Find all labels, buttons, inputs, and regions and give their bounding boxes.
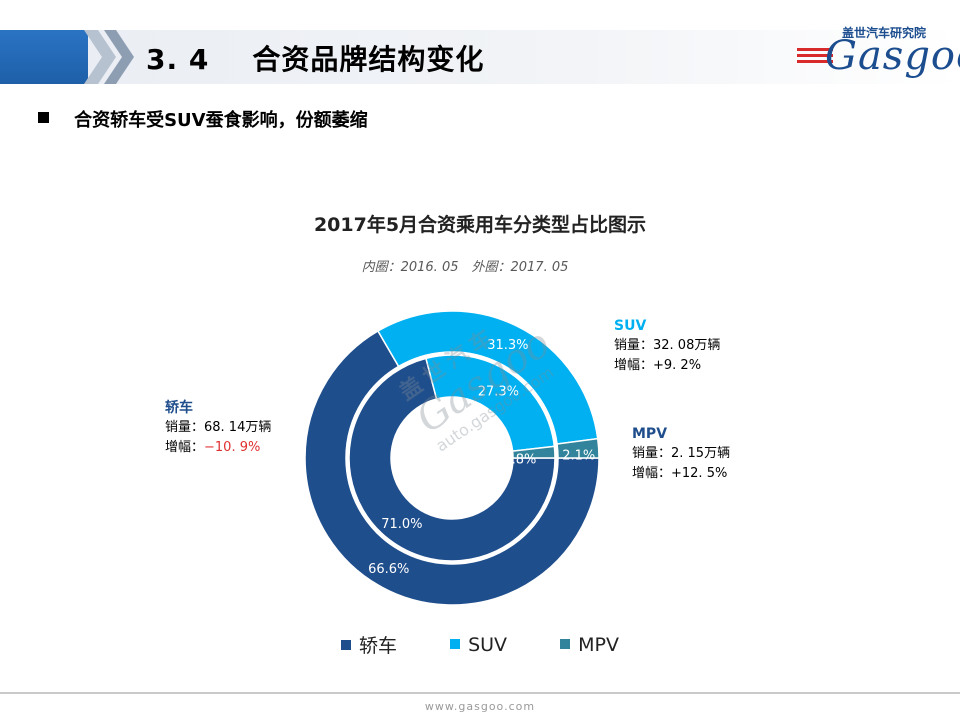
- annotation-sedan-name: 轿车: [165, 400, 193, 416]
- logo-wordmark: Gasgoo: [825, 33, 960, 79]
- bullet-point: 合资轿车受SUV蚕食影响，份额萎缩: [38, 106, 368, 132]
- footer-url: www.gasgoo.com: [424, 700, 536, 713]
- logo-bars-icon: [797, 48, 833, 68]
- donut-label-ring0-suv: 27.3%: [478, 384, 519, 399]
- annotation-mpv-name: MPV: [632, 426, 668, 442]
- annotation-suv-name: SUV: [614, 318, 647, 334]
- donut-slice-ring1-sedan: [304, 329, 600, 606]
- donut-slice-ring0-mpv: [511, 445, 556, 459]
- donut-label-ring0-sedan: 71.0%: [381, 517, 422, 532]
- annotation-sedan-sales: 销量：68. 14万辆: [165, 420, 272, 435]
- legend-item-suv: SUV: [450, 634, 507, 656]
- annotation-suv-sales: 销量：32. 08万辆: [614, 338, 721, 353]
- legend-item-sedan: 轿车: [340, 631, 397, 658]
- header-band: [0, 30, 960, 84]
- annotation-sedan-growth-label: 增幅：: [165, 440, 205, 455]
- annotation-mpv-growth: 增幅：+12. 5%: [632, 466, 728, 481]
- legend-label-suv: SUV: [468, 633, 508, 656]
- donut-slice-ring1-mpv: [556, 437, 600, 459]
- donut-slice-ring0-sedan: [348, 357, 556, 562]
- legend-label-mpv: MPV: [578, 633, 620, 656]
- legend-swatch-suv: [450, 638, 461, 649]
- donut-label-ring1-suv: 31.3%: [487, 338, 528, 353]
- annotation-sedan: 轿车 销量：68. 14万辆 增幅：−10. 9%: [165, 398, 271, 458]
- annotation-suv: SUV 销量：32. 08万辆 增幅：+9. 2%: [614, 316, 720, 376]
- chart-legend: 轿车 SUV MPV: [0, 631, 960, 658]
- footer-divider: [0, 692, 960, 694]
- chart-subtitle: 内圈：2016. 05 外圈：2017. 05: [361, 260, 569, 275]
- annotation-suv-growth: 增幅：+9. 2%: [614, 358, 702, 373]
- legend-item-mpv: MPV: [560, 634, 619, 656]
- annotation-mpv: MPV 销量：2. 15万辆 增幅：+12. 5%: [632, 424, 730, 484]
- annotation-sedan-growth-value: −10. 9%: [204, 440, 261, 455]
- legend-swatch-mpv: [560, 638, 571, 649]
- gasgoo-logo: 盖世汽车研究院 Gasgoo: [775, 18, 960, 78]
- section-title: 3. 4 合资品牌结构变化: [146, 43, 485, 76]
- bullet-square-icon: [38, 112, 49, 123]
- header-accent-block: [0, 30, 88, 84]
- legend-label-sedan: 轿车: [358, 635, 397, 657]
- annotation-mpv-sales: 销量：2. 15万辆: [632, 446, 731, 461]
- donut-label-ring1-sedan: 66.6%: [368, 562, 409, 577]
- legend-swatch-sedan: [340, 640, 351, 650]
- donut-label-ring0-mpv: 1.8%: [503, 452, 536, 467]
- donut-label-ring1-mpv: 2.1%: [562, 449, 595, 464]
- logo-cn-text: 盖世汽车研究院: [842, 26, 927, 40]
- chart-title: 2017年5月合资乘用车分类型占比图示: [313, 214, 647, 236]
- chevron-decoration-icon: [84, 30, 134, 84]
- bullet-text: 合资轿车受SUV蚕食影响，份额萎缩: [74, 110, 368, 131]
